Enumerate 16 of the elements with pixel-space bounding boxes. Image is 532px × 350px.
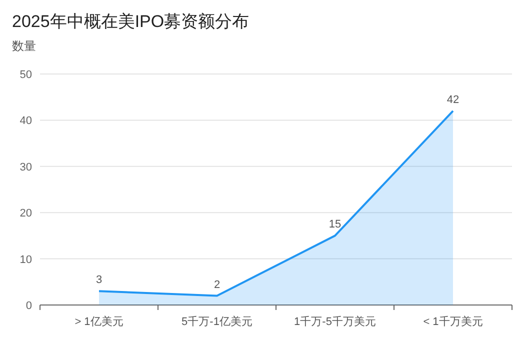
data-label: 42 [446,94,460,106]
y-tick-label: 0 [26,300,32,312]
x-tick-label: 5千万-1亿美元 [182,315,252,328]
data-label: 15 [328,218,342,231]
data-label: 2 [214,278,220,291]
y-tick-label: 30 [20,161,32,174]
x-tick-label: > 1亿美元 [74,315,124,328]
y-tick-label: 10 [20,254,32,266]
data-label: 3 [96,274,102,286]
y-tick-label: 40 [20,115,32,128]
y-tick-label: 20 [20,208,32,220]
x-tick-label: < 1千万美元 [423,315,483,328]
chart-title: 2025年中概在美IPO募资额分布 [12,12,250,31]
y-tick-label: 50 [20,69,32,81]
y-axis-title: 数量 [12,39,36,53]
x-tick-label: 1千万-5千万美元 [294,315,376,328]
